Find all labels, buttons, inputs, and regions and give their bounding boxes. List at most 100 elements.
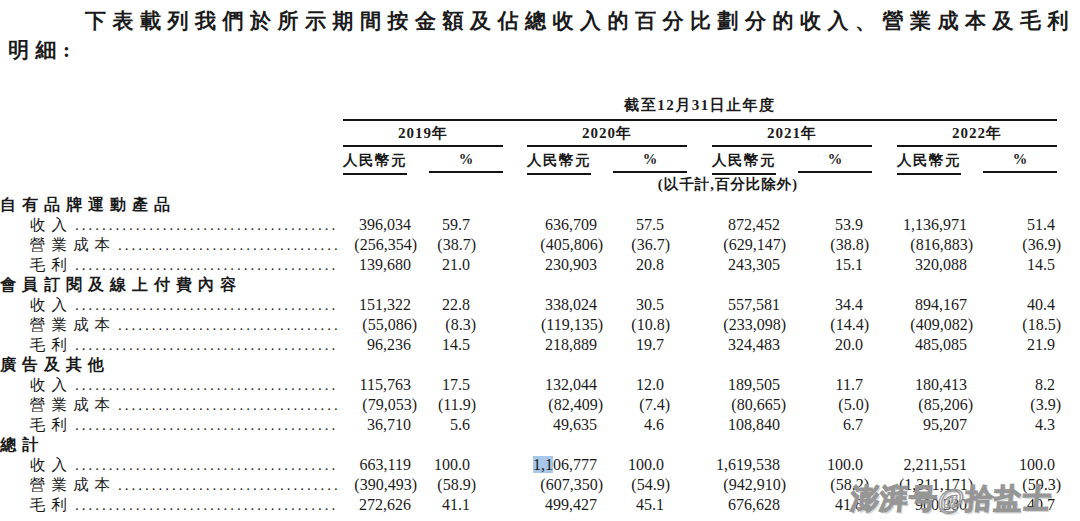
year-header: 2021年 xyxy=(712,124,872,147)
table-row: 營業成本 (55,086) (8.3) (119,135) (10.8) (233,098… xyxy=(0,315,1080,335)
amount-cell: (942,910) xyxy=(723,475,786,495)
amount-cell: 894,167 xyxy=(915,295,967,315)
percent-cell: 11.7 xyxy=(836,375,863,395)
row-label-text: 營業成本 xyxy=(30,395,116,415)
amount-cell: (85,206) xyxy=(918,395,973,415)
amount-column-header: 人民幣元 xyxy=(527,151,591,175)
amount-cell: 139,680 xyxy=(359,255,411,275)
year-header: 2020年 xyxy=(527,124,687,147)
intro-line2: 明細: xyxy=(8,36,77,64)
row-label: 營業成本 xyxy=(0,475,338,495)
period-header: 截至12月31日止年度 xyxy=(343,96,1057,121)
row-label: 營業成本 xyxy=(0,235,338,255)
percent-cell: (10.8) xyxy=(631,315,670,335)
amount-column-header: 人民幣元 xyxy=(343,151,407,175)
percent-cell: 15.1 xyxy=(835,255,863,275)
year-header: 2022年 xyxy=(897,124,1057,147)
row-label-text: 毛利 xyxy=(30,255,73,275)
percent-cell: 20.0 xyxy=(835,335,863,355)
dot-leader xyxy=(75,335,338,355)
table-row: 營業成本(256,354)(38.7)(405,806)(36.7)(629,1… xyxy=(0,235,1080,255)
percent-cell: (14.4) xyxy=(830,315,869,335)
row-label-text: 營業成本 xyxy=(30,315,116,335)
section-title: 自有品牌運動產品 xyxy=(0,195,1080,215)
percent-cell: 100.0 xyxy=(434,455,470,475)
table-row: 收入663,119100.01,106,777100.01,619,538100… xyxy=(0,455,1080,475)
section-title: 總計 xyxy=(0,435,1080,455)
amount-cell: 485,085 xyxy=(915,335,967,355)
percent-cell: (54.9) xyxy=(631,475,670,495)
table-row: 收入151,32222.8338,02430.5557,58134.4894,1… xyxy=(0,295,1080,315)
amount-cell: (629,147) xyxy=(723,235,786,255)
amount-cell: (405,806) xyxy=(540,235,603,255)
amount-cell: (82,409) xyxy=(548,395,603,415)
amount-cell: 676,628 xyxy=(728,495,780,515)
percent-cell: 19.7 xyxy=(636,335,664,355)
dot-leader xyxy=(75,375,338,395)
table-row: 收入396,03459.7636,70957.5872,45253.91,136… xyxy=(0,215,1080,235)
amount-cell: 108,840 xyxy=(728,415,780,435)
amount-cell: 151,322 xyxy=(359,295,411,315)
row-label: 毛利 xyxy=(0,335,338,355)
amount-cell: 36,710 xyxy=(367,415,411,435)
percent-cell: (5.0) xyxy=(838,395,869,415)
percent-cell: (36.7) xyxy=(631,235,670,255)
amount-cell: (55,086) xyxy=(362,315,417,335)
percent-cell: 45.1 xyxy=(636,495,664,515)
row-label-text: 毛利 xyxy=(30,335,73,355)
row-label: 毛利 xyxy=(0,415,338,435)
amount-cell: 320,088 xyxy=(915,255,967,275)
amount-cell: 396,034 xyxy=(359,215,411,235)
percent-cell: (8.3) xyxy=(445,315,476,335)
amount-cell: 1,619,538 xyxy=(716,455,780,475)
amount-cell: 96,236 xyxy=(367,335,411,355)
amount-cell: 2,211,551 xyxy=(904,455,967,475)
percent-cell: 12.0 xyxy=(636,375,664,395)
table-body: 自有品牌運動產品收入396,03459.7636,70957.5872,4525… xyxy=(0,195,1080,515)
percent-cell: 100.0 xyxy=(628,455,664,475)
amount-cell: 180,413 xyxy=(915,375,967,395)
percent-cell: (36.9) xyxy=(1022,235,1061,255)
amount-cell: 1,106,777 xyxy=(533,455,597,475)
amount-cell: (79,053) xyxy=(362,395,417,415)
intro-line1: 下表載列我們於所示期間按金額及佔總收入的百分比劃分的收入、營業成本及毛利 xyxy=(85,7,1075,35)
percent-column-header: % xyxy=(613,151,687,173)
dot-leader xyxy=(118,315,338,335)
row-label-text: 收入 xyxy=(30,455,73,475)
row-label: 收入 xyxy=(0,295,338,315)
percent-cell: 4.6 xyxy=(644,415,664,435)
percent-cell: 5.6 xyxy=(450,415,470,435)
amount-cell: 338,024 xyxy=(545,295,597,315)
amount-cell: (119,135) xyxy=(541,315,603,335)
percent-cell: 14.5 xyxy=(1027,255,1055,275)
percent-cell: 100.0 xyxy=(1019,455,1055,475)
amount-cell: 132,044 xyxy=(545,375,597,395)
row-label-text: 營業成本 xyxy=(30,235,116,255)
row-label-text: 營業成本 xyxy=(30,475,116,495)
amount-cell: 499,427 xyxy=(545,495,597,515)
percent-cell: 21.9 xyxy=(1027,335,1055,355)
dot-leader xyxy=(75,455,338,475)
table-row: 毛利96,23614.5218,88919.7324,48320.0485,08… xyxy=(0,335,1080,355)
percent-cell: 17.5 xyxy=(442,375,470,395)
percent-cell: 6.7 xyxy=(843,415,863,435)
percent-cell: 4.3 xyxy=(1035,415,1055,435)
percent-cell: 21.0 xyxy=(442,255,470,275)
amount-cell: 95,207 xyxy=(923,415,967,435)
amount-column-header: 人民幣元 xyxy=(712,151,776,175)
row-label: 毛利 xyxy=(0,255,338,275)
percent-cell: (11.9) xyxy=(438,395,476,415)
dot-leader xyxy=(75,255,338,275)
amount-cell: (233,098) xyxy=(723,315,786,335)
dot-leader xyxy=(118,475,338,495)
dot-leader xyxy=(75,415,338,435)
percent-cell: 57.5 xyxy=(636,215,664,235)
amount-cell: 872,452 xyxy=(728,215,780,235)
amount-cell: 230,903 xyxy=(545,255,597,275)
row-label-text: 毛利 xyxy=(30,415,73,435)
percent-cell: (3.9) xyxy=(1030,395,1061,415)
dot-leader xyxy=(75,215,338,235)
percent-cell: (7.4) xyxy=(639,395,670,415)
dot-leader xyxy=(118,395,338,415)
amount-cell: (816,883) xyxy=(910,235,973,255)
